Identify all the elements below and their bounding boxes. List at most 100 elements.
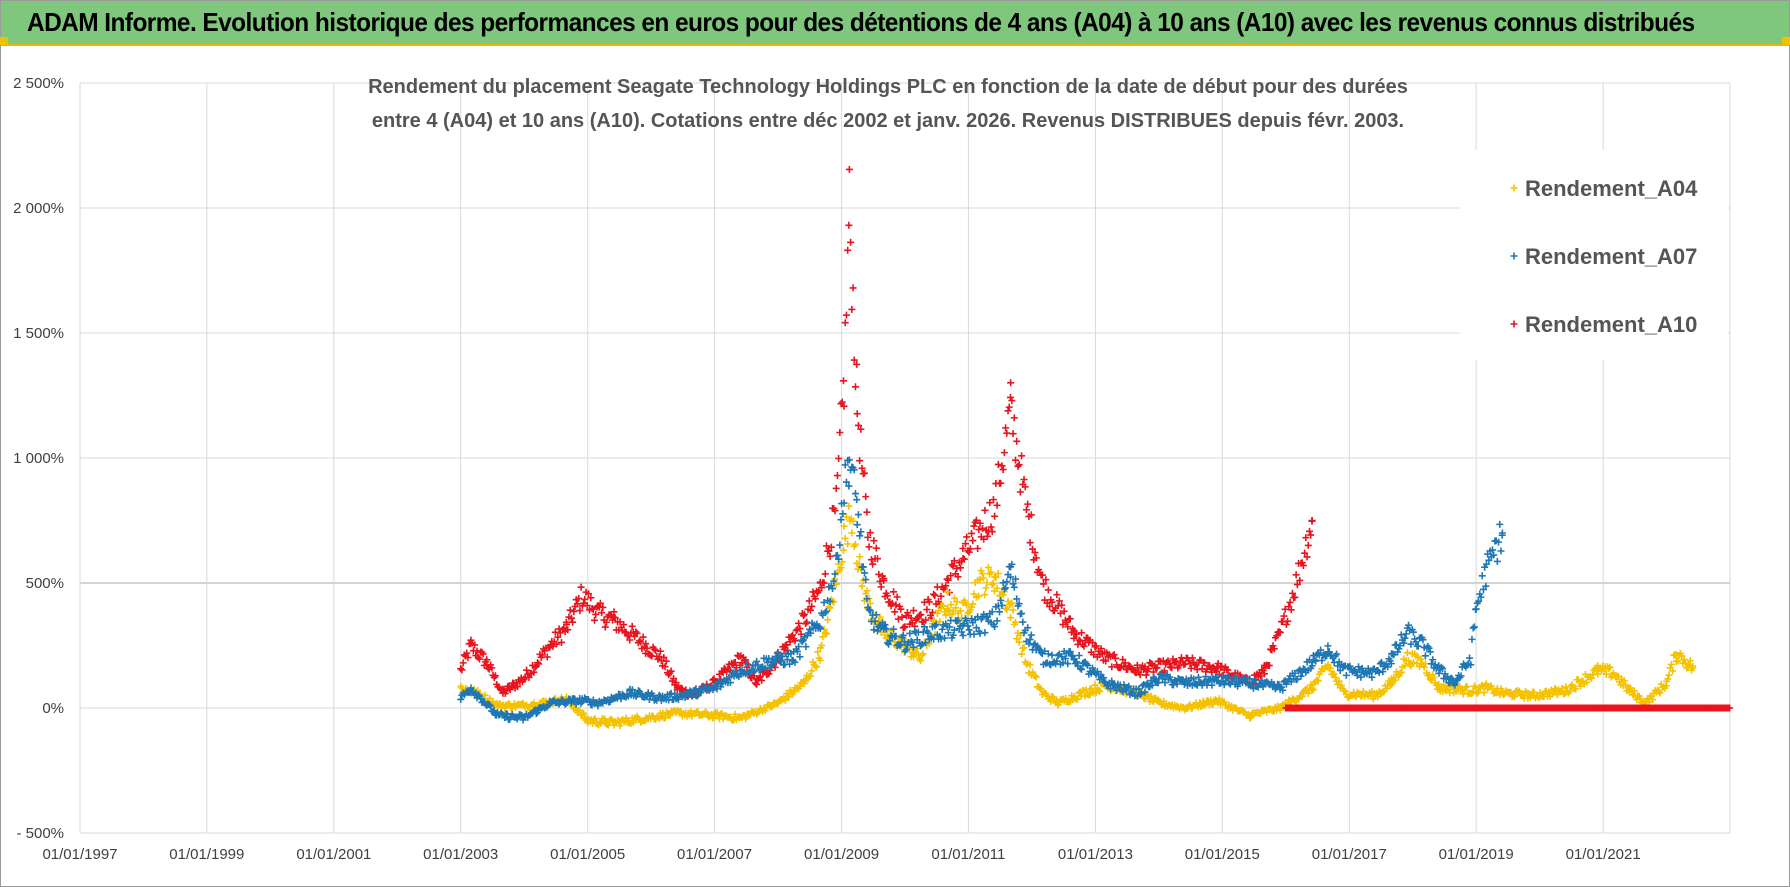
x-tick-label: 01/01/2013: [1058, 846, 1133, 863]
data-point: [1430, 674, 1438, 682]
data-point: [886, 637, 894, 645]
data-point: [742, 656, 750, 664]
data-point: [1405, 657, 1413, 665]
data-point: [711, 713, 719, 721]
data-point: [806, 625, 814, 633]
data-point: [947, 601, 955, 609]
data-point: [796, 653, 804, 661]
data-point: [642, 640, 650, 648]
data-point: [842, 478, 850, 486]
data-point: [851, 383, 859, 391]
data-point: [1007, 379, 1015, 387]
y-tick-label: 500%: [26, 575, 64, 592]
data-point: [821, 609, 829, 617]
data-point: [1299, 561, 1307, 569]
data-point: [910, 643, 918, 651]
data-point: [723, 668, 731, 676]
data-point: [1427, 660, 1435, 668]
data-point: [622, 714, 630, 722]
data-point: [1566, 687, 1574, 695]
data-point: [554, 633, 562, 641]
data-point: [1474, 688, 1482, 696]
data-point: [1044, 650, 1052, 658]
data-point: [999, 579, 1007, 587]
data-point: [883, 592, 891, 600]
data-point: [1312, 657, 1320, 665]
data-point: [1099, 674, 1107, 682]
data-point: [1376, 660, 1384, 668]
data-point: [950, 557, 958, 565]
data-point: [639, 633, 647, 641]
data-point: [1092, 642, 1100, 650]
data-point: [1015, 461, 1023, 469]
data-point: [587, 594, 595, 602]
data-point: [932, 621, 940, 629]
data-point: [831, 507, 839, 515]
data-point: [1251, 676, 1259, 684]
legend-label: Rendement_A07: [1525, 244, 1697, 269]
data-point: [1551, 685, 1559, 693]
data-point: [1279, 686, 1287, 694]
data-point: [833, 472, 841, 480]
data-point: [1202, 673, 1210, 681]
data-point: [829, 585, 837, 593]
data-point: [839, 546, 847, 554]
data-point: [1054, 652, 1062, 660]
data-point: [672, 678, 680, 686]
data-point: [486, 695, 494, 703]
data-point: [667, 667, 675, 675]
data-point: [937, 592, 945, 600]
data-point: [578, 711, 586, 719]
data-point: [1030, 641, 1038, 649]
data-point: [848, 305, 856, 313]
data-point: [800, 610, 808, 618]
data-point: [1461, 686, 1468, 694]
data-point: [1009, 430, 1017, 438]
data-point: [1447, 674, 1455, 682]
data-point: [1689, 664, 1697, 672]
data-point: [785, 693, 793, 701]
data-point: [525, 673, 533, 681]
data-point: [1125, 661, 1133, 669]
data-point: [987, 568, 995, 576]
data-point: [907, 637, 915, 645]
data-point: [845, 482, 853, 490]
data-point: [1141, 688, 1149, 696]
data-point: [858, 464, 866, 472]
data-point: [1477, 593, 1485, 601]
data-point: [869, 560, 877, 568]
data-point: [1309, 652, 1317, 660]
title-banner: ADAM Informe. Evolution historique des p…: [1, 1, 1789, 46]
data-point: [840, 402, 848, 410]
series-flat-segment: [1282, 704, 1734, 712]
data-point: [1026, 636, 1034, 644]
data-point: [1002, 424, 1010, 432]
x-tick-label: 01/01/2021: [1566, 846, 1641, 863]
data-point: [1141, 663, 1149, 671]
data-point: [1401, 634, 1409, 642]
data-point: [1084, 661, 1092, 669]
data-point: [963, 601, 971, 609]
data-point: [620, 621, 628, 629]
data-point: [792, 626, 800, 634]
data-point: [588, 605, 596, 613]
data-point: [666, 712, 674, 720]
data-point: [1108, 663, 1116, 671]
data-point: [753, 657, 761, 665]
data-point: [1018, 609, 1026, 617]
x-tick-label: 01/01/2009: [804, 846, 879, 863]
data-point: [1473, 689, 1481, 697]
data-point: [1318, 656, 1326, 664]
data-point: [1292, 571, 1300, 579]
data-point: [610, 608, 618, 616]
data-point: [963, 617, 971, 625]
data-point: [791, 637, 799, 645]
data-point: [917, 642, 925, 650]
data-point: [908, 638, 916, 646]
data-point: [1015, 638, 1023, 646]
data-point: [1313, 676, 1321, 684]
data-point: [1667, 660, 1675, 668]
data-point: [861, 469, 869, 477]
data-point: [851, 490, 859, 498]
data-point: [867, 556, 875, 564]
